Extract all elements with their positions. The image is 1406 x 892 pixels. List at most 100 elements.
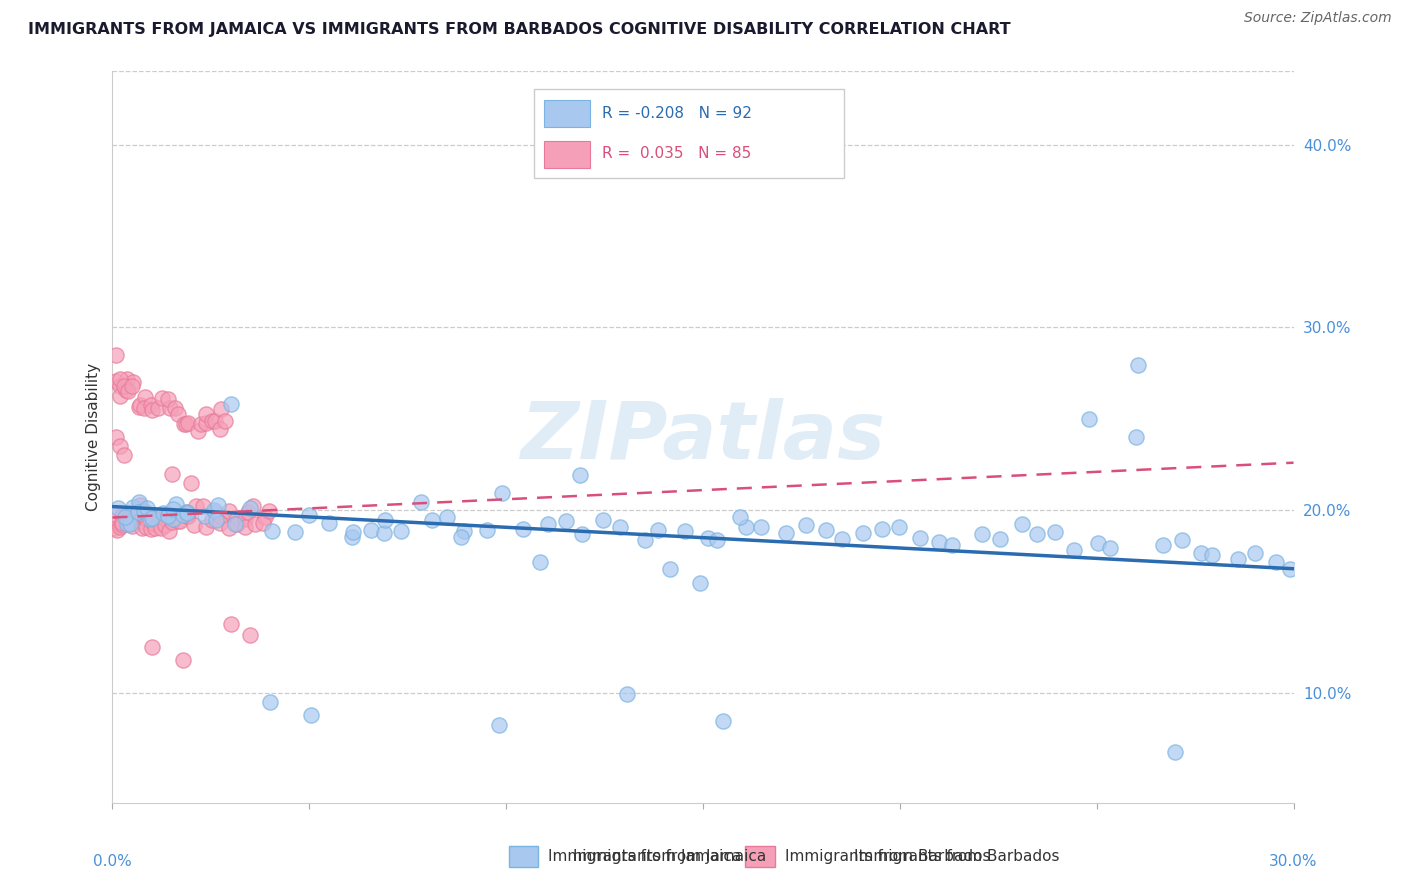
Point (163, 401, 186, 416)
Point (568, 468, 591, 483)
Text: Immigrants from Barbados: Immigrants from Barbados (785, 849, 990, 863)
Point (814, 523, 837, 537)
Point (1126, 358, 1149, 372)
Point (209, 509, 232, 524)
Point (242, 499, 264, 513)
Point (162, 515, 184, 529)
Point (201, 414, 224, 428)
Point (195, 407, 218, 421)
Point (204, 505, 226, 519)
Point (112, 448, 135, 462)
Point (342, 524, 364, 539)
Point (908, 531, 931, 545)
Text: Immigrants from Jamaica: Immigrants from Jamaica (548, 849, 741, 863)
Point (157, 508, 180, 523)
Point (928, 534, 950, 549)
Point (111, 518, 134, 533)
Point (224, 517, 246, 532)
Point (141, 522, 163, 536)
Point (204, 414, 226, 428)
Point (988, 532, 1011, 546)
Point (360, 523, 382, 537)
Point (173, 417, 195, 432)
Point (616, 687, 638, 701)
Point (128, 495, 150, 509)
Point (194, 519, 217, 533)
Point (148, 509, 170, 524)
Point (1201, 548, 1223, 562)
Point (208, 421, 231, 435)
Point (159, 401, 181, 415)
Point (127, 505, 149, 519)
Point (1164, 745, 1187, 759)
Point (571, 527, 593, 541)
Point (111, 516, 134, 530)
Point (162, 512, 184, 526)
Text: 0.0%: 0.0% (93, 854, 132, 869)
Bar (509, 846, 538, 867)
Point (207, 499, 229, 513)
Point (172, 508, 194, 523)
Point (142, 516, 165, 531)
Point (647, 523, 669, 537)
Point (209, 401, 232, 416)
Point (167, 514, 190, 528)
Point (162, 502, 184, 516)
Point (1063, 543, 1085, 558)
Point (243, 516, 266, 531)
Y-axis label: Cognitive Disability: Cognitive Disability (86, 363, 101, 511)
Point (135, 520, 157, 534)
Point (872, 522, 894, 536)
Point (195, 417, 218, 431)
Text: R = -0.208   N = 92: R = -0.208 N = 92 (602, 106, 752, 120)
Point (592, 513, 614, 527)
Point (1125, 430, 1147, 444)
Point (219, 397, 242, 411)
Point (1077, 412, 1099, 426)
FancyBboxPatch shape (544, 100, 591, 127)
Text: Source: ZipAtlas.com: Source: ZipAtlas.com (1244, 11, 1392, 25)
Point (1026, 527, 1049, 541)
Point (209, 516, 232, 531)
Point (340, 531, 363, 545)
FancyBboxPatch shape (534, 89, 844, 178)
Point (239, 627, 262, 641)
Point (420, 513, 443, 527)
Point (176, 506, 198, 520)
Point (453, 524, 475, 538)
Point (233, 520, 256, 534)
Point (970, 527, 993, 541)
Point (114, 510, 136, 524)
Point (152, 510, 174, 524)
Point (160, 467, 183, 481)
Point (728, 509, 751, 524)
Point (134, 504, 156, 518)
Point (488, 717, 510, 731)
Point (128, 400, 150, 414)
Point (105, 348, 128, 362)
Point (104, 521, 127, 535)
Point (112, 379, 135, 393)
Point (114, 509, 136, 524)
Point (374, 513, 396, 527)
Point (235, 512, 257, 526)
Point (735, 520, 758, 534)
Point (219, 616, 242, 631)
Point (634, 533, 657, 548)
Text: Immigrants from Barbados: Immigrants from Barbados (815, 849, 1060, 863)
Point (120, 515, 142, 529)
Point (1226, 551, 1249, 566)
Point (214, 414, 236, 428)
Text: R =  0.035   N = 85: R = 0.035 N = 85 (602, 146, 752, 161)
Point (107, 523, 129, 537)
Point (152, 506, 174, 520)
Point (253, 510, 276, 524)
Point (143, 521, 166, 535)
Point (201, 513, 224, 527)
Point (1152, 538, 1174, 552)
Point (318, 516, 340, 530)
Point (120, 517, 142, 532)
Point (172, 653, 194, 667)
Point (128, 498, 150, 512)
Point (794, 518, 817, 533)
